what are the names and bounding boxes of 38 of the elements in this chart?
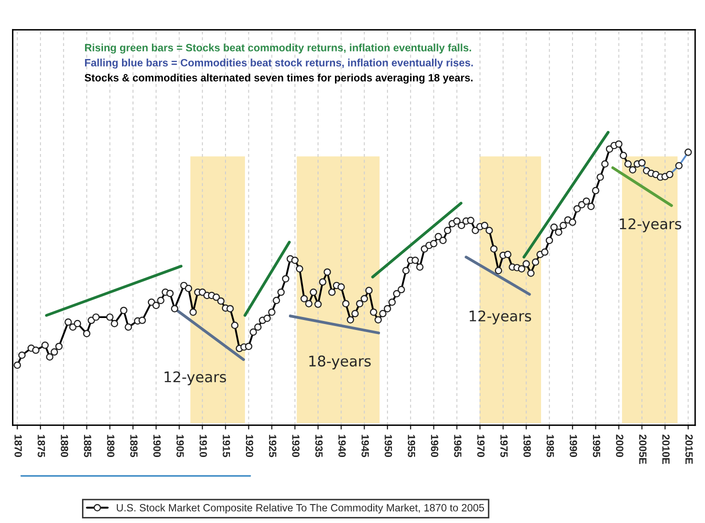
x-tick-label: 1870 xyxy=(14,434,22,457)
x-tick-label: 1970 xyxy=(477,434,485,457)
x-tick-label: 1915 xyxy=(222,434,230,458)
x-tick-label: 1925 xyxy=(268,434,276,458)
x-tick-label: 1875 xyxy=(38,434,46,458)
x-tick-label: 1880 xyxy=(60,434,68,457)
x-tick-label: 1975 xyxy=(500,434,508,458)
annotation: 12-years xyxy=(620,218,682,232)
x-tick-label: 1890 xyxy=(107,434,114,457)
x-tick-label: 2000 xyxy=(616,434,624,457)
annotation: 18-years xyxy=(309,356,371,370)
x-tick-label: 1935 xyxy=(315,434,323,458)
x-tick-label: 1980 xyxy=(523,434,531,457)
x-tick-label: 1900 xyxy=(153,434,161,457)
x-tick-label: 2015E xyxy=(685,434,693,464)
x-tick-label: 1945 xyxy=(362,434,369,458)
text: Rising green bars = Stocks beat commodity returns, inflation eventually falls. xyxy=(85,44,472,54)
x-tick-label: 1910 xyxy=(200,434,207,457)
text: Falling blue bars = Commodities beat stock returns, inflation eventually rises. xyxy=(85,58,473,69)
x-tick-label: 2010E xyxy=(662,434,670,464)
annotation: 12-years xyxy=(164,371,226,386)
x-tick-label: 1955 xyxy=(408,434,416,458)
x-tick-label: 1885 xyxy=(84,434,92,458)
x-tick-label: 1895 xyxy=(130,434,138,458)
x-tick-label: 1995 xyxy=(592,434,600,458)
x-tick-label: 1990 xyxy=(570,434,578,457)
x-tick-label: 1940 xyxy=(338,434,346,457)
text: Stocks & commodities alternated seven times for periods averaging 18 years. xyxy=(84,74,473,84)
x-tick-label: 2005E xyxy=(639,434,647,464)
x-tick-label: 1950 xyxy=(384,434,392,457)
x-tick-label: 1920 xyxy=(246,434,254,457)
annotation: 12-years xyxy=(470,310,532,324)
x-tick-label: 1965 xyxy=(454,434,462,458)
x-tick-label: 1985 xyxy=(546,434,554,458)
legend-label: U.S. Stock Market Composite Relative To The Commodity Market, 1870 to 2005 xyxy=(116,504,484,514)
x-tick-label: 1960 xyxy=(430,434,438,457)
x-tick-label: 1905 xyxy=(176,434,184,458)
x-tick-label: 1930 xyxy=(292,434,300,457)
